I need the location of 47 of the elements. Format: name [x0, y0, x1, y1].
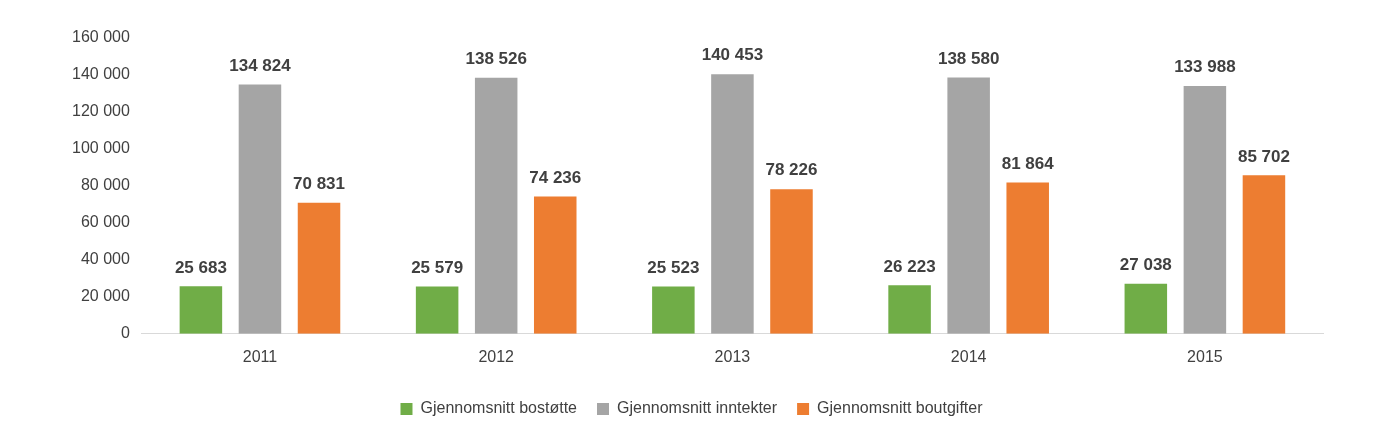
data-label: 134 824 — [229, 55, 292, 75]
data-label: 26 223 — [883, 256, 936, 276]
y-tick-label: 120 000 — [71, 102, 130, 120]
data-label: 70 831 — [293, 174, 346, 194]
bar — [297, 202, 341, 334]
bar — [770, 189, 813, 334]
legend-label: Gjennomsnitt inntekter — [617, 399, 778, 417]
y-tick-label: 60 000 — [80, 213, 130, 231]
legend-label: Gjennomsnitt boutgifter — [817, 399, 984, 417]
bar — [947, 77, 990, 334]
bar — [1006, 182, 1049, 334]
bar — [474, 77, 518, 334]
legend-label: Gjennomsnitt bostøtte — [420, 399, 578, 417]
x-tick-label: 2015 — [1187, 347, 1223, 365]
bar — [1242, 175, 1286, 334]
data-label: 25 579 — [411, 257, 464, 277]
y-tick-label: 20 000 — [80, 287, 130, 305]
y-tick-label: 80 000 — [80, 176, 130, 194]
data-label: 81 864 — [1001, 153, 1055, 173]
bar — [711, 74, 754, 334]
data-label: 138 580 — [937, 48, 1000, 68]
bar — [888, 285, 931, 334]
bar — [652, 286, 695, 334]
x-tick-label: 2013 — [714, 347, 751, 365]
y-tick-label: 40 000 — [80, 250, 130, 268]
data-label: 25 523 — [647, 257, 700, 277]
data-label: 133 988 — [1174, 57, 1236, 77]
bar — [1124, 283, 1168, 334]
data-label: 27 038 — [1119, 255, 1172, 274]
x-tick-label: 2014 — [950, 347, 987, 365]
bar — [533, 196, 577, 334]
y-tick-label: 0 — [120, 324, 130, 342]
data-label: 138 526 — [465, 48, 527, 68]
data-label: 140 453 — [701, 45, 764, 65]
y-tick-label: 140 000 — [71, 65, 130, 83]
bar — [415, 286, 459, 334]
data-label: 25 683 — [174, 257, 227, 277]
y-tick-label: 100 000 — [71, 139, 130, 157]
bar — [1183, 86, 1227, 334]
data-label: 74 236 — [529, 167, 582, 187]
bar — [238, 84, 282, 334]
data-label: 78 226 — [765, 160, 818, 180]
data-label: 85 702 — [1237, 146, 1290, 166]
bar — [179, 286, 223, 334]
y-tick-label: 160 000 — [71, 28, 130, 46]
x-tick-label: 2012 — [478, 347, 515, 365]
x-tick-label: 2011 — [242, 347, 278, 365]
